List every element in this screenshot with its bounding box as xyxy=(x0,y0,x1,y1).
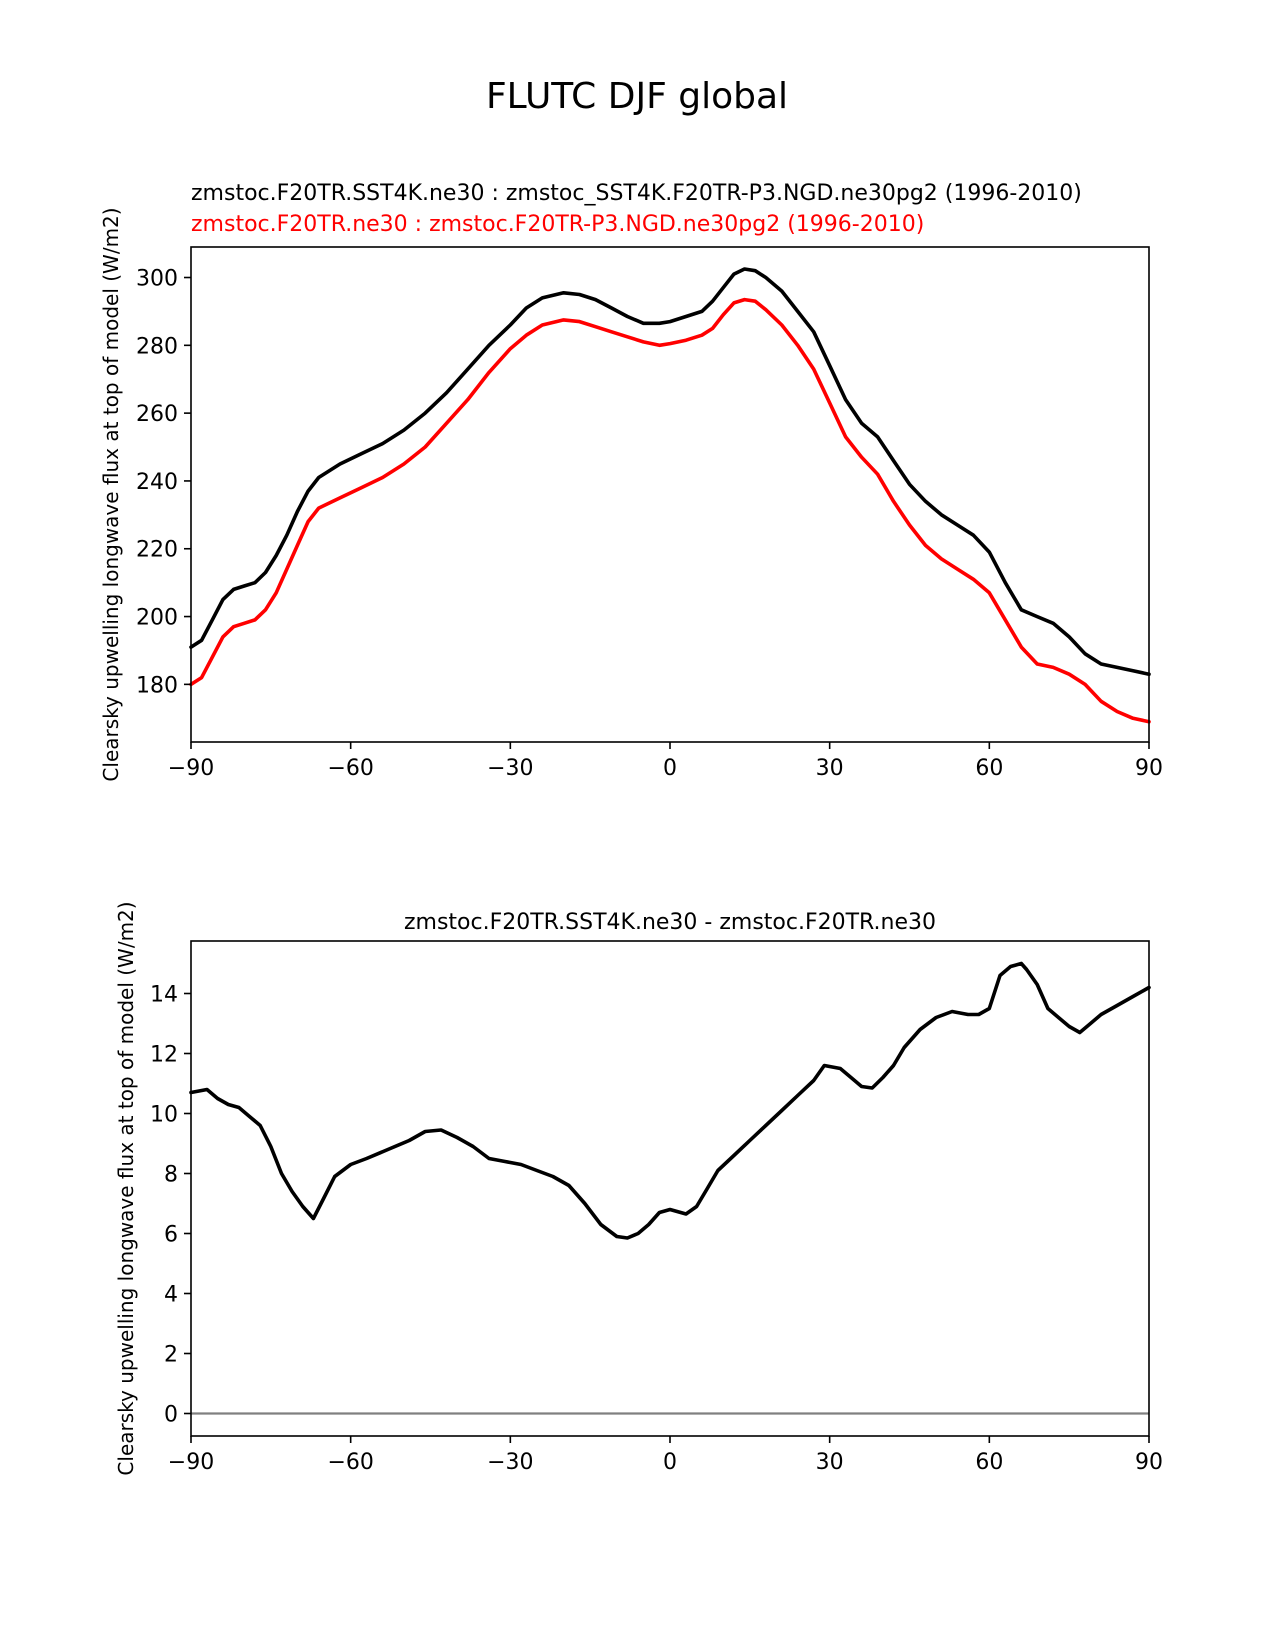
x-tick-label: 30 xyxy=(816,756,844,781)
x-tick-label: 30 xyxy=(816,1450,844,1475)
y-tick-label: 180 xyxy=(136,673,178,698)
figure-title: FLUTC DJF global xyxy=(486,76,788,117)
plot-frame xyxy=(190,940,1150,1437)
y-tick-label: 4 xyxy=(164,1283,178,1308)
y-tick-label: 2 xyxy=(164,1343,178,1368)
bottom-panel: zmstoc.F20TR.SST4K.ne30 - zmstoc.F20TR.n… xyxy=(114,901,1163,1475)
x-tick-label: 90 xyxy=(1135,756,1163,781)
x-tick-label: −60 xyxy=(327,1450,373,1475)
x-tick-label: 90 xyxy=(1135,1450,1163,1475)
x-tick-label: −30 xyxy=(487,1450,533,1475)
y-tick-label: 8 xyxy=(164,1163,178,1188)
y-tick-label: 240 xyxy=(136,470,178,495)
y-tick-label: 200 xyxy=(136,606,178,631)
x-tick-label: −30 xyxy=(487,756,533,781)
x-tick-label: −90 xyxy=(168,1450,214,1475)
chart-title-line: zmstoc.F20TR.ne30 : zmstoc.F20TR-P3.NGD.… xyxy=(191,212,924,237)
x-tick-label: −90 xyxy=(168,756,214,781)
y-axis-label: Clearsky upwelling longwave flux at top … xyxy=(114,901,138,1475)
y-tick-label: 300 xyxy=(136,267,178,292)
y-tick-label: 260 xyxy=(136,402,178,427)
y-tick-label: 14 xyxy=(150,983,178,1008)
series-line-red xyxy=(189,297,1151,724)
x-tick-label: 0 xyxy=(663,756,677,781)
top-panel: zmstoc.F20TR.SST4K.ne30 : zmstoc_SST4K.F… xyxy=(99,181,1163,782)
x-tick-label: 0 xyxy=(663,1450,677,1475)
x-tick-label: 60 xyxy=(975,1450,1003,1475)
y-tick-label: 220 xyxy=(136,538,178,563)
x-tick-label: −60 xyxy=(327,756,373,781)
y-tick-label: 0 xyxy=(164,1403,178,1428)
series-line-black xyxy=(189,267,1151,676)
chart-title-line: zmstoc.F20TR.SST4K.ne30 : zmstoc_SST4K.F… xyxy=(191,181,1082,206)
y-tick-label: 10 xyxy=(150,1103,178,1128)
x-tick-label: 60 xyxy=(975,756,1003,781)
y-axis-label: Clearsky upwelling longwave flux at top … xyxy=(99,207,123,781)
chart-title-line: zmstoc.F20TR.SST4K.ne30 - zmstoc.F20TR.n… xyxy=(404,910,936,935)
y-tick-label: 12 xyxy=(150,1043,178,1068)
series-line-black xyxy=(189,961,1151,1240)
y-tick-label: 6 xyxy=(164,1223,178,1248)
y-tick-label: 280 xyxy=(136,334,178,359)
